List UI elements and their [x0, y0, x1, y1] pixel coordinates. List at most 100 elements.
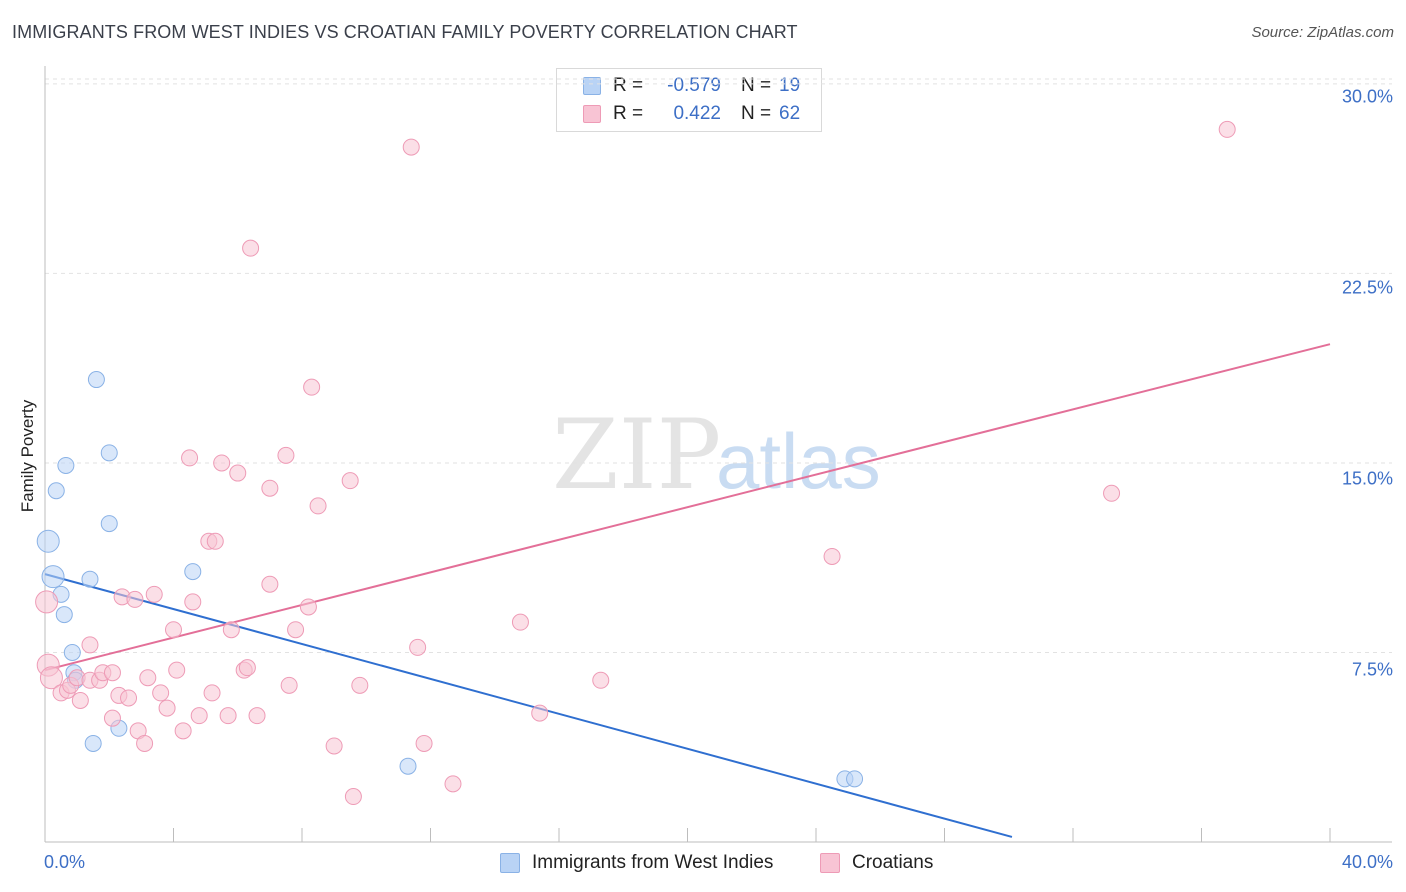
data-points: [35, 120, 1236, 806]
point-west-indies: [846, 770, 864, 788]
point-croatians: [277, 446, 295, 464]
point-croatians: [168, 661, 186, 679]
point-croatians: [181, 449, 199, 467]
point-west-indies: [84, 734, 102, 752]
point-croatians: [299, 598, 317, 616]
point-west-indies: [399, 757, 417, 775]
point-west-indies: [87, 371, 105, 389]
point-croatians: [261, 479, 279, 497]
point-west-indies: [100, 515, 118, 533]
point-west-indies: [184, 563, 202, 581]
point-croatians: [511, 613, 529, 631]
point-croatians: [341, 472, 359, 490]
point-croatians: [409, 638, 427, 656]
legend-r-value: -0.579: [667, 75, 721, 96]
legend-series-name: Croatians: [852, 852, 934, 873]
legend-series-name: Immigrants from West Indies: [532, 852, 774, 873]
point-croatians: [351, 676, 369, 694]
y-tick-label: 22.5%: [1341, 277, 1393, 298]
legend-swatch-blue: [583, 77, 601, 95]
point-west-indies: [100, 444, 118, 462]
point-croatians: [344, 788, 362, 806]
point-croatians: [103, 664, 121, 682]
point-croatians: [213, 454, 231, 472]
point-croatians: [152, 684, 170, 702]
axes: [44, 66, 1392, 843]
legend-n-label: N =: [741, 75, 772, 96]
legend-item-west-indies[interactable]: Immigrants from West Indies: [500, 852, 773, 874]
legend-swatch-pink: [583, 105, 601, 123]
point-croatians: [1103, 484, 1121, 502]
point-croatians: [402, 138, 420, 156]
point-croatians: [203, 684, 221, 702]
watermark-atlas: atlas: [716, 417, 881, 505]
point-croatians: [248, 707, 266, 725]
point-croatians: [136, 734, 154, 752]
source-label: Source: ZipAtlas.com: [1251, 24, 1394, 41]
point-croatians: [184, 593, 202, 611]
point-croatians: [229, 464, 247, 482]
point-croatians: [592, 671, 610, 689]
point-croatians: [81, 636, 99, 654]
point-croatians: [126, 590, 144, 608]
legend-swatch-pink: [820, 853, 840, 873]
legend-n-value: 62: [779, 103, 801, 124]
point-croatians: [325, 737, 343, 755]
trend-lines: [44, 343, 1331, 838]
trend-line-croatians: [44, 343, 1331, 672]
legend-r-label: R =: [613, 75, 644, 96]
point-croatians: [309, 497, 327, 515]
point-croatians: [287, 621, 305, 639]
series-legend: Immigrants from West Indies Croatians: [0, 852, 1406, 878]
x-tick-label-max: 40.0%: [1341, 852, 1393, 872]
point-west-indies: [63, 643, 81, 661]
y-tick-label: 15.0%: [1341, 468, 1393, 489]
watermark-zip: ZIP: [552, 399, 721, 511]
legend-item-croatians[interactable]: Croatians: [820, 852, 933, 874]
y-tick-label: 7.5%: [1351, 659, 1393, 680]
point-croatians: [280, 676, 298, 694]
point-croatians: [415, 734, 433, 752]
point-west-indies: [36, 529, 60, 553]
point-croatians: [139, 669, 157, 687]
point-croatians: [165, 621, 182, 639]
point-west-indies: [47, 482, 65, 500]
y-tick-label: 30.0%: [1341, 86, 1393, 107]
point-croatians: [103, 709, 121, 727]
point-croatians: [206, 532, 224, 550]
point-croatians: [242, 239, 260, 257]
point-croatians: [158, 699, 176, 717]
point-croatians: [120, 689, 138, 707]
legend-r-label: R =: [613, 103, 644, 124]
legend-r-value: 0.422: [673, 103, 721, 124]
point-croatians: [444, 775, 462, 793]
point-west-indies: [81, 570, 99, 588]
point-croatians: [39, 666, 63, 690]
point-croatians: [145, 585, 163, 603]
point-croatians: [222, 621, 240, 639]
point-croatians: [261, 575, 279, 593]
point-west-indies: [55, 606, 73, 624]
legend-swatch-blue: [500, 853, 520, 873]
point-west-indies: [57, 456, 75, 474]
x-tick-label-min: 0.0%: [44, 852, 86, 872]
point-croatians: [219, 707, 237, 725]
point-croatians: [190, 707, 208, 725]
legend-row-west-indies: R = -0.579 N = 19: [583, 73, 800, 99]
zipatlas-watermark: ZIP atlas: [552, 399, 881, 511]
trend-line-west-indies: [44, 573, 1013, 838]
point-croatians: [238, 659, 256, 677]
grid-lines: [45, 78, 1392, 653]
point-west-indies: [41, 565, 65, 589]
legend-row-croatians: R = 0.422 N = 62: [583, 101, 800, 127]
point-croatians: [174, 722, 192, 740]
point-croatians: [1218, 120, 1236, 138]
legend-n-label: N =: [741, 103, 772, 124]
point-croatians: [303, 378, 321, 396]
point-croatians: [531, 704, 549, 722]
chart-title: IMMIGRANTS FROM WEST INDIES VS CROATIAN …: [12, 22, 798, 42]
point-croatians: [35, 590, 59, 614]
legend-n-value: 19: [779, 75, 801, 96]
point-croatians: [823, 547, 841, 565]
